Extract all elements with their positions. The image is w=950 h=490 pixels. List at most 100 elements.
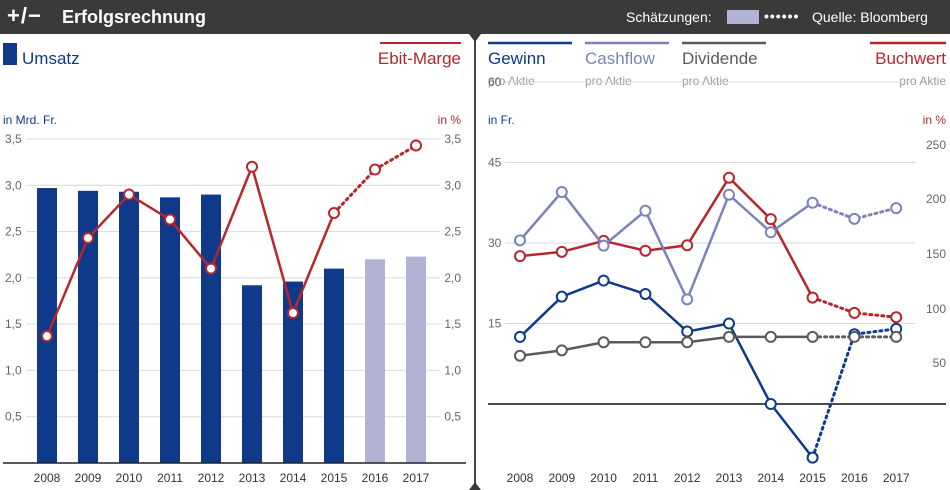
x-tick-label: 2017	[403, 471, 430, 485]
y-tick-label-right: 0,5	[444, 410, 461, 424]
x-tick-label-right-chart: 2014	[757, 471, 784, 485]
point-buchwert	[848, 306, 861, 319]
y-axis-label-right: in %	[438, 113, 462, 127]
point-gewinn	[514, 330, 526, 343]
point-cashflow	[890, 202, 903, 215]
bar-umsatz	[160, 197, 180, 463]
point-gewinn	[723, 317, 735, 330]
point-ebit-marge	[328, 207, 340, 220]
point-cashflow	[681, 293, 694, 306]
legend-umsatz-label: Umsatz	[22, 49, 80, 68]
line-ebit-marge	[45, 162, 336, 337]
bar-umsatz	[78, 190, 98, 463]
point-ebit-marge	[287, 307, 299, 320]
point-ebit-marge	[123, 188, 135, 201]
x-tick-label: 2015	[321, 471, 348, 485]
point-cashflow	[806, 196, 819, 209]
point-cashflow	[639, 204, 652, 217]
bar-umsatz	[119, 191, 139, 463]
y-tick-label-right-right-chart: 50	[933, 356, 947, 370]
legend-label-dividende: Dividende	[682, 49, 758, 68]
estimate-swatch	[727, 10, 759, 24]
x-tick-label-right-chart: 2008	[507, 471, 534, 485]
y-tick-label-right: 1,0	[444, 363, 461, 377]
y-tick-label-left: 0,5	[5, 410, 22, 424]
point-gewinn	[597, 274, 610, 287]
y-axis-label-left-right-chart: in Fr.	[488, 113, 515, 127]
y-tick-label-left-right-chart: 15	[488, 317, 502, 331]
point-ebit-marge	[410, 139, 422, 152]
y-tick-label-right-right-chart: 100	[926, 302, 946, 316]
y-axis-label-right-right-chart: in %	[923, 113, 947, 127]
y-tick-label-left-right-chart: 60	[488, 75, 502, 89]
point-dividende	[514, 349, 526, 362]
x-tick-label-right-chart: 2009	[548, 471, 575, 485]
y-tick-label-left: 3,0	[5, 178, 22, 192]
y-axis-label-left: in Mrd. Fr.	[3, 113, 57, 127]
y-tick-label-right: 2,0	[444, 271, 461, 285]
x-tick-label-right-chart: 2012	[674, 471, 701, 485]
panel-divider-notch	[469, 34, 481, 42]
bar-umsatz	[324, 268, 344, 463]
point-cashflow	[597, 239, 610, 252]
x-tick-label-right-chart: 2013	[716, 471, 743, 485]
point-ebit-marge	[246, 160, 258, 173]
legend-sub-gewinn: pro Aktie	[488, 74, 535, 88]
point-buchwert	[555, 245, 568, 258]
legend-label-gewinn: Gewinn	[488, 49, 546, 68]
point-buchwert	[639, 244, 652, 257]
y-tick-label-left-right-chart: 45	[488, 156, 502, 170]
x-tick-label-right-chart: 2015	[799, 471, 826, 485]
point-buchwert	[723, 171, 735, 184]
estimate-dots: ••••••	[764, 8, 800, 24]
y-tick-label-right: 3,0	[444, 178, 461, 192]
line-gewinn	[519, 279, 814, 459]
point-buchwert	[764, 213, 777, 226]
point-cashflow	[723, 188, 735, 201]
y-tick-label-left: 2,5	[5, 225, 22, 239]
y-tick-label-right-right-chart: 200	[926, 192, 946, 206]
legend-ebit-label: Ebit-Marge	[378, 49, 461, 68]
y-tick-label-right-right-chart: 150	[926, 247, 946, 261]
point-cashflow	[555, 186, 568, 199]
point-gewinn	[806, 451, 819, 464]
point-ebit-marge	[41, 330, 53, 343]
point-dividende	[848, 330, 861, 343]
chart-title: Erfolgsrechnung	[62, 7, 207, 27]
x-tick-label-right-chart: 2011	[632, 471, 658, 485]
point-dividende	[639, 336, 652, 349]
panel-divider-notch-bottom	[469, 482, 481, 490]
line-cashflow	[519, 190, 814, 303]
estimates-label: Schätzungen:	[626, 9, 712, 25]
y-tick-label-right: 2,5	[444, 225, 461, 239]
point-cashflow	[514, 234, 526, 247]
x-tick-label-right-chart: 2017	[883, 471, 910, 485]
point-dividende	[890, 330, 903, 343]
point-dividende	[555, 344, 568, 357]
legend-label-buchwert: Buchwert	[875, 49, 946, 68]
source-label: Quelle: Bloomberg	[812, 9, 928, 25]
point-cashflow	[848, 212, 861, 225]
legend-sub-buchwert: pro Aktie	[899, 74, 946, 88]
line-dividende	[519, 335, 813, 357]
bar-umsatz	[37, 188, 57, 463]
point-dividende	[681, 336, 694, 349]
point-dividende	[806, 330, 819, 343]
x-tick-label: 2011	[157, 471, 183, 485]
point-gewinn	[639, 287, 652, 300]
point-gewinn	[681, 325, 694, 338]
logo: +/−	[7, 3, 42, 28]
x-tick-label: 2014	[280, 471, 307, 485]
y-tick-label-left: 3,5	[5, 132, 22, 146]
y-tick-label-right-right-chart: 250	[926, 138, 946, 152]
charts-canvas: Umsatz Ebit-Marge in Mrd. Fr. in % 0,5 0,5 1,0…	[3, 34, 947, 490]
x-tick-label: 2010	[116, 471, 143, 485]
point-gewinn	[764, 398, 777, 410]
line-buchwert	[519, 175, 814, 299]
legend-sub-cashflow: pro Aktie	[585, 74, 632, 88]
line-gewinn-estimate	[811, 327, 898, 460]
bar-umsatz	[242, 285, 262, 463]
bar-umsatz	[201, 194, 221, 464]
point-ebit-marge	[164, 213, 176, 226]
legend-label-cashflow: Cashflow	[585, 49, 656, 68]
